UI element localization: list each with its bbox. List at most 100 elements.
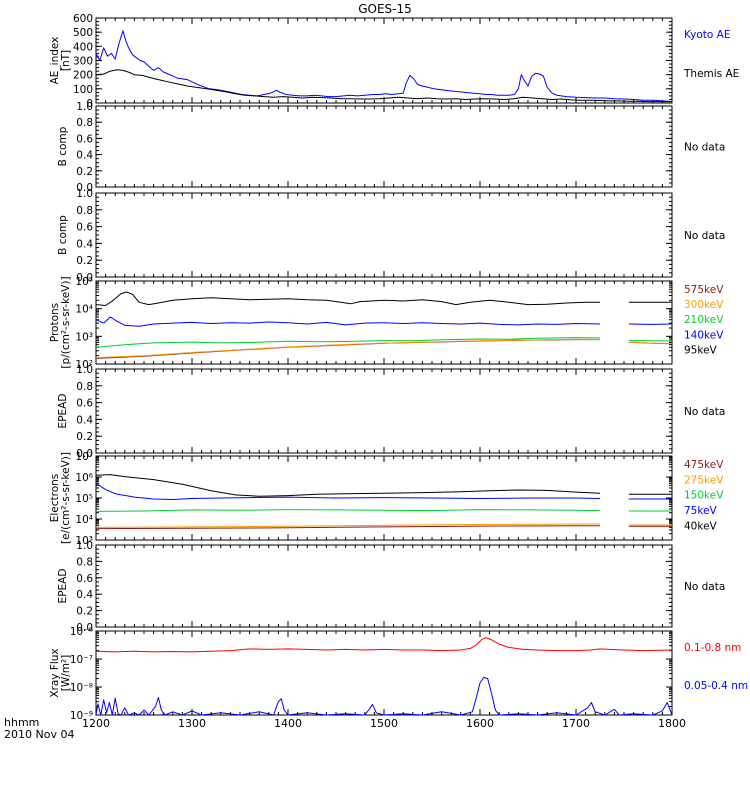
- y-axis-label: [e/(cm²-s-sr-keV)]: [60, 452, 72, 544]
- y-tick-label: 0.0: [76, 272, 93, 284]
- legend-entry: 210keV: [684, 314, 724, 326]
- y-tick-label: 10⁻⁶: [70, 626, 93, 638]
- time-label: hhmm: [4, 716, 39, 729]
- y-tick-label: 0.4: [76, 150, 93, 162]
- y-tick-label: 1.0: [76, 101, 93, 113]
- legend-entry: 275keV: [684, 474, 724, 486]
- y-tick-label: 10⁴: [75, 514, 93, 526]
- panel-frame: [95, 105, 673, 188]
- y-tick-label: 0.6: [76, 222, 93, 234]
- y-tick-label: 0.4: [76, 238, 93, 250]
- series-line-0-05-0-4-nm: [95, 676, 673, 716]
- y-tick-label: 10⁻⁷: [70, 654, 93, 666]
- y-tick-label: 0.2: [76, 606, 93, 618]
- no-data-label: No data: [684, 230, 725, 242]
- y-tick-label: 10⁵: [75, 276, 93, 288]
- y-tick-label: 0.2: [76, 166, 93, 178]
- panel-1: 0 100 200 300 400 500 600 AE_index [nT] Kyoto AE T…: [49, 13, 739, 110]
- y-tick-label: 10²: [75, 359, 93, 371]
- y-tick-label: 10⁻⁹: [70, 710, 93, 722]
- legend-entry: 75keV: [684, 505, 718, 517]
- x-tick-label: 1500: [370, 717, 398, 730]
- legend-entry: 140keV: [684, 329, 724, 341]
- no-data-label: No data: [684, 581, 725, 593]
- y-tick-label: 0.0: [76, 182, 93, 194]
- y-tick-label: 0.2: [76, 431, 93, 443]
- y-tick-label: 10⁵: [75, 493, 93, 505]
- panel-2: 0.0 0.2 0.4 0.6 0.8 1.0 B comp No data: [57, 101, 725, 194]
- series-line-275kev: [95, 523, 672, 528]
- date-label: 2010 Nov 04: [4, 728, 74, 741]
- y-tick-label: 0.8: [76, 205, 93, 217]
- y-axis-label: AE_index: [49, 37, 61, 85]
- y-tick-label: 0.2: [76, 255, 93, 267]
- panel-3: 0.0 0.2 0.4 0.6 0.8 1.0 B comp No data: [57, 188, 725, 284]
- series-line-40kev: [95, 474, 672, 497]
- series-line-475kev: [95, 525, 672, 530]
- y-tick-label: 0.6: [76, 573, 93, 585]
- y-tick-label: 1.0: [76, 540, 93, 552]
- y-tick-label: 0.8: [76, 117, 93, 129]
- no-data-label: No data: [684, 142, 725, 154]
- y-axis-label: [p/(cm²-s-sr-keV)]: [60, 276, 72, 368]
- y-tick-label: 1.0: [76, 188, 93, 200]
- y-tick-label: 0.6: [76, 398, 93, 410]
- panel-frame: [95, 368, 673, 454]
- series-line-kyoto-ae: [95, 30, 673, 103]
- legend-entry: Kyoto AE: [684, 29, 730, 41]
- legend-entry: 300keV: [684, 299, 724, 311]
- series-line-themis-ae: [95, 69, 672, 103]
- y-tick-label: 0.4: [76, 589, 93, 601]
- legend-entry: 95keV: [684, 344, 718, 356]
- x-tick-label: 1300: [178, 717, 206, 730]
- legend-entry: 0.1-0.8 nm: [684, 642, 741, 654]
- legend-entry: 40keV: [684, 520, 718, 532]
- y-axis-label: B comp: [57, 215, 69, 255]
- y-tick-label: 1.0: [76, 364, 93, 376]
- series-line-75kev: [95, 482, 672, 500]
- x-tick-label: 1800: [658, 717, 686, 730]
- legend-entry: 475keV: [684, 459, 724, 471]
- series-line-140kev: [95, 316, 673, 327]
- panel-frame: [95, 630, 673, 716]
- x-tick-label: 1600: [466, 717, 494, 730]
- y-tick-label: 0: [86, 98, 93, 110]
- panel-8: 10⁻⁹ 10⁻⁸ 10⁻⁷ 10⁻⁶ Xray Flux [W/m²] 0.1-0.8 n…: [49, 626, 748, 722]
- panel-frame: [95, 17, 673, 104]
- y-axis-label: EPEAD: [57, 569, 69, 604]
- y-tick-label: 10⁴: [75, 304, 93, 316]
- y-tick-label: 10⁷: [75, 451, 93, 463]
- chart-title: GOES-15: [358, 2, 412, 16]
- y-tick-label: 10⁻⁸: [70, 682, 93, 694]
- y-tick-label: 500: [73, 27, 93, 39]
- y-axis-label: Xray Flux: [49, 648, 61, 697]
- y-axis-label: [nT]: [60, 50, 72, 71]
- y-tick-label: 300: [73, 56, 93, 68]
- y-tick-label: 10⁶: [75, 472, 93, 484]
- series-line-150kev: [95, 509, 672, 512]
- panel-4: 10² 10³ 10⁴ 10⁵ Protons [p/(cm²-s-sr-keV)] 575…: [49, 276, 724, 371]
- y-axis-label: EPEAD: [57, 394, 69, 429]
- y-tick-label: 400: [73, 41, 93, 53]
- y-tick-label: 10³: [75, 535, 93, 547]
- y-axis-label: [W/m²]: [60, 655, 72, 692]
- legend-entry: 0.05-0.4 nm: [684, 680, 748, 692]
- y-tick-label: 100: [73, 84, 93, 96]
- y-axis-label: B comp: [57, 126, 69, 166]
- y-tick-label: 0.8: [76, 556, 93, 568]
- panel-5: 0.0 0.2 0.4 0.6 0.8 1.0 EPEAD No data: [57, 364, 725, 460]
- y-tick-label: 0.6: [76, 133, 93, 145]
- y-tick-label: 600: [73, 13, 93, 25]
- x-axis: 1200 1300 1400 1500 1600 1700 1800: [82, 717, 686, 730]
- y-tick-label: 0.0: [76, 622, 93, 634]
- y-tick-label: 200: [73, 70, 93, 82]
- y-tick-label: 0.4: [76, 414, 93, 426]
- panel-frame: [95, 192, 673, 278]
- no-data-label: No data: [684, 406, 725, 418]
- legend-entry: Themis AE: [683, 68, 739, 80]
- y-tick-label: 0.0: [76, 448, 93, 460]
- series-line-300kev: [95, 338, 673, 359]
- panel-7: 0.0 0.2 0.4 0.6 0.8 1.0 EPEAD No data: [57, 540, 725, 634]
- legend-entry: 150keV: [684, 490, 724, 502]
- panel-6: 10³ 10⁴ 10⁵ 10⁶ 10⁷ Electrons [e/(cm²-s-sr-keV…: [49, 451, 724, 547]
